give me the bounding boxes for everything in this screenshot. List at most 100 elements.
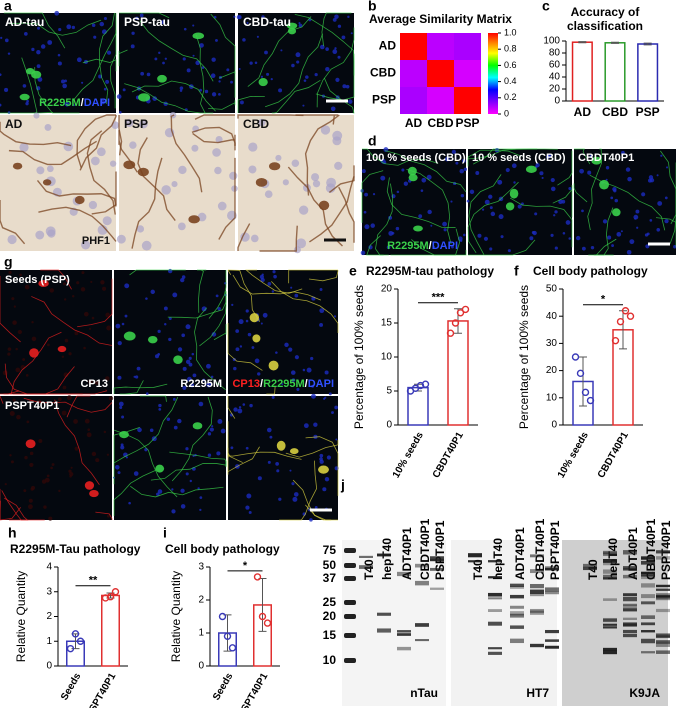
band [415, 580, 429, 586]
nucleus [12, 398, 16, 402]
neurite [305, 436, 339, 496]
nucleus [459, 168, 464, 174]
neurite [228, 269, 261, 322]
nucleus [325, 67, 330, 72]
band [623, 617, 637, 621]
neurite [271, 79, 321, 114]
neurite [124, 83, 214, 114]
row-label: PSP [372, 93, 396, 107]
neurite [195, 35, 206, 114]
neurite [338, 186, 355, 243]
nucleus [158, 407, 162, 411]
chart-title-text: Accuracy of classification [566, 5, 644, 33]
y-tick-label: 15 [381, 318, 393, 329]
nucleus [647, 178, 652, 183]
nucleus [332, 49, 338, 55]
micrograph [114, 396, 226, 520]
nucleus [31, 336, 37, 342]
y-tick-label: 10 [546, 392, 558, 403]
neurite [31, 296, 113, 346]
nucleus [319, 323, 324, 327]
nucleus [207, 432, 212, 436]
nucleus [171, 181, 178, 188]
nucleus [0, 73, 2, 77]
nucleus [116, 94, 122, 99]
significance-label: *** [432, 292, 446, 304]
cell-body [269, 162, 281, 171]
neurite [0, 200, 26, 245]
nucleus [267, 460, 271, 464]
nucleus [188, 356, 192, 360]
nucleus [61, 410, 67, 416]
cell-body [255, 177, 268, 187]
band [623, 568, 637, 571]
nucleus [326, 455, 331, 460]
nucleus [102, 216, 112, 226]
nucleus [31, 321, 34, 324]
lane-label: PSPT40P1 [548, 520, 562, 580]
neurite [265, 33, 323, 108]
nucleus [215, 38, 218, 42]
nucleus [9, 411, 15, 417]
nucleus [269, 435, 273, 439]
cell-body [89, 489, 99, 498]
y-tick-label: 0 [551, 420, 557, 431]
cell-body [188, 215, 200, 224]
nucleus [248, 142, 258, 152]
nucleus [460, 193, 465, 198]
nucleus [319, 453, 324, 458]
nucleus [245, 319, 249, 323]
cell-body [173, 355, 183, 364]
nucleus [57, 53, 61, 57]
nucleus [660, 154, 663, 157]
nucleus [303, 79, 307, 82]
nucleus [121, 322, 125, 326]
colorbar-tick-label: 0.8 [504, 44, 517, 54]
band [623, 629, 637, 634]
band [623, 608, 637, 612]
nucleus [173, 425, 178, 430]
nucleus [58, 489, 61, 493]
micrograph [0, 270, 112, 394]
nucleus [117, 340, 122, 346]
panel-letter: j [340, 477, 345, 493]
band [530, 554, 544, 558]
nucleus [266, 72, 270, 76]
nucleus [230, 80, 233, 84]
nucleus [535, 163, 540, 168]
lane-label: hepT40 [380, 538, 394, 580]
nucleus [178, 165, 187, 175]
ladder-band [344, 548, 356, 553]
nucleus [361, 169, 366, 174]
nucleus [16, 414, 21, 420]
nucleus [257, 476, 262, 481]
band [603, 618, 617, 623]
nucleus [328, 392, 332, 396]
nucleus [46, 165, 54, 173]
neurite [323, 77, 355, 114]
nucleus [182, 366, 187, 371]
nucleus [49, 288, 54, 293]
cell-body [525, 165, 537, 173]
neurite [294, 13, 355, 76]
nucleus [380, 175, 386, 181]
cell-body [287, 27, 297, 35]
neurite [98, 12, 115, 105]
nucleus [324, 476, 330, 482]
band [641, 638, 655, 644]
band [641, 651, 655, 654]
nucleus [333, 315, 337, 318]
nucleus [254, 61, 258, 65]
nucleus [13, 305, 16, 308]
nucleus [469, 189, 475, 195]
nucleus [122, 88, 126, 92]
nucleus [211, 92, 217, 97]
nucleus [40, 44, 46, 49]
nucleus [57, 61, 62, 66]
data-point [223, 632, 232, 640]
nucleus [295, 52, 301, 58]
nucleus [68, 352, 72, 356]
nucleus [334, 14, 339, 19]
nucleus [481, 208, 485, 211]
nucleus [47, 229, 56, 238]
